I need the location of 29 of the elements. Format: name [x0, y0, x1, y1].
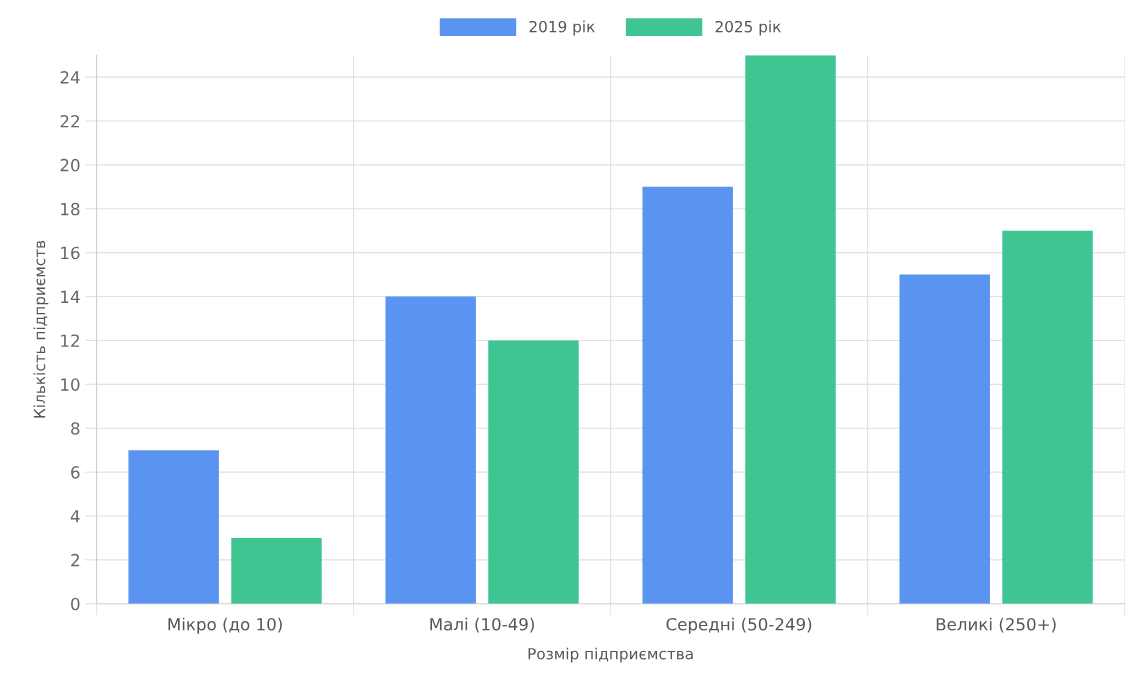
- y-tick-label: 14: [61, 290, 80, 303]
- y-tick-label: 8: [71, 422, 80, 435]
- x-tick-label: Малі (10-49): [430, 617, 534, 633]
- y-tick-label: 18: [61, 202, 80, 216]
- bar: [1002, 230, 1093, 604]
- bar: [488, 340, 579, 604]
- bar: [642, 186, 733, 604]
- y-tick-label: 16: [61, 246, 80, 260]
- y-tick-label: 22: [60, 114, 79, 128]
- bar: [899, 274, 990, 604]
- y-tick-label: 2: [71, 553, 79, 567]
- y-tick-label: 12: [61, 334, 79, 347]
- y-tick-label: 6: [71, 466, 80, 479]
- legend-label: 2019 рік: [529, 20, 595, 36]
- y-axis-title: Кількість підприємств: [33, 240, 49, 418]
- x-tick-label: Середні (50-249): [666, 617, 812, 634]
- y-tick-label: 4: [70, 510, 80, 523]
- legend-label: 2025 рік: [715, 20, 781, 36]
- x-tick-label: Мікро (до 10): [168, 617, 282, 634]
- x-axis-title: Розмір підприємства: [528, 647, 693, 663]
- y-tick-label: 24: [60, 71, 80, 84]
- bar: [385, 296, 476, 604]
- bar: [745, 55, 836, 604]
- bar: [128, 450, 219, 604]
- y-tick-label: 0: [71, 597, 80, 611]
- x-tick-label: Великі (250+): [936, 617, 1056, 633]
- y-tick-label: 10: [61, 378, 80, 391]
- bar: [231, 537, 322, 604]
- y-tick-label: 20: [60, 158, 80, 172]
